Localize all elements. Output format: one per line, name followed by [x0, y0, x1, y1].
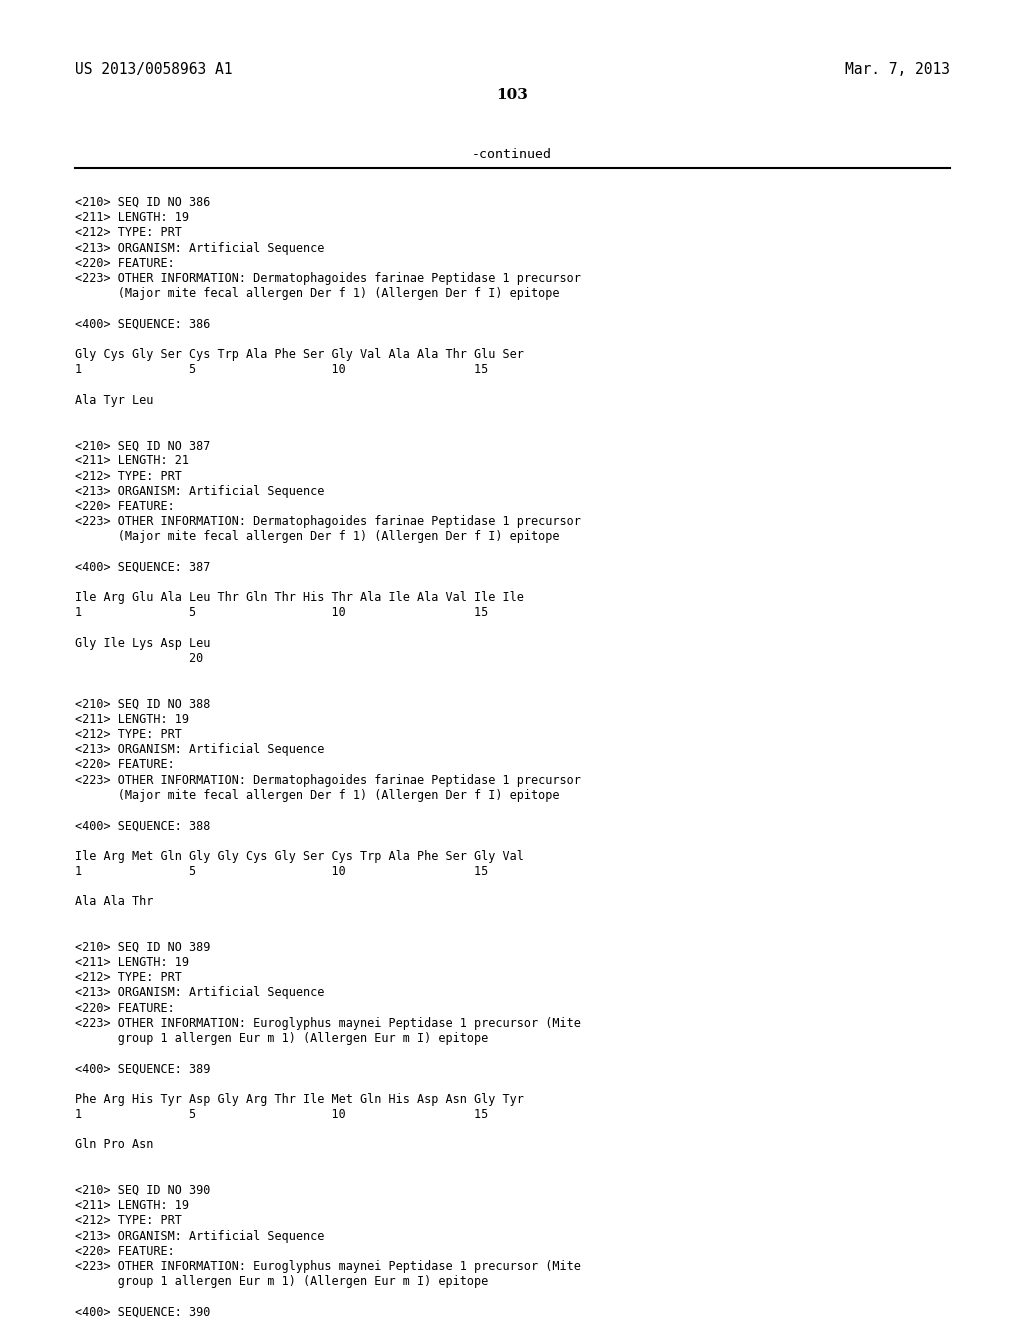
- Text: <400> SEQUENCE: 390: <400> SEQUENCE: 390: [75, 1305, 210, 1319]
- Text: Ile Arg Met Gln Gly Gly Cys Gly Ser Cys Trp Ala Phe Ser Gly Val: Ile Arg Met Gln Gly Gly Cys Gly Ser Cys …: [75, 850, 524, 862]
- Text: 1               5                   10                  15: 1 5 10 15: [75, 1107, 488, 1121]
- Text: 103: 103: [496, 88, 528, 102]
- Text: <220> FEATURE:: <220> FEATURE:: [75, 257, 175, 269]
- Text: <211> LENGTH: 19: <211> LENGTH: 19: [75, 211, 189, 224]
- Text: Ile Arg Glu Ala Leu Thr Gln Thr His Thr Ala Ile Ala Val Ile Ile: Ile Arg Glu Ala Leu Thr Gln Thr His Thr …: [75, 591, 524, 605]
- Text: <213> ORGANISM: Artificial Sequence: <213> ORGANISM: Artificial Sequence: [75, 484, 325, 498]
- Text: <400> SEQUENCE: 388: <400> SEQUENCE: 388: [75, 820, 210, 832]
- Text: <212> TYPE: PRT: <212> TYPE: PRT: [75, 470, 182, 483]
- Text: <223> OTHER INFORMATION: Dermatophagoides farinae Peptidase 1 precursor: <223> OTHER INFORMATION: Dermatophagoide…: [75, 774, 581, 787]
- Text: <211> LENGTH: 19: <211> LENGTH: 19: [75, 713, 189, 726]
- Text: <223> OTHER INFORMATION: Dermatophagoides farinae Peptidase 1 precursor: <223> OTHER INFORMATION: Dermatophagoide…: [75, 272, 581, 285]
- Text: Phe Arg His Tyr Asp Gly Arg Thr Ile Met Gln His Asp Asn Gly Tyr: Phe Arg His Tyr Asp Gly Arg Thr Ile Met …: [75, 1093, 524, 1106]
- Text: <212> TYPE: PRT: <212> TYPE: PRT: [75, 729, 182, 741]
- Text: <213> ORGANISM: Artificial Sequence: <213> ORGANISM: Artificial Sequence: [75, 743, 325, 756]
- Text: 1               5                   10                  15: 1 5 10 15: [75, 865, 488, 878]
- Text: <212> TYPE: PRT: <212> TYPE: PRT: [75, 1214, 182, 1228]
- Text: <220> FEATURE:: <220> FEATURE:: [75, 1002, 175, 1015]
- Text: <210> SEQ ID NO 389: <210> SEQ ID NO 389: [75, 941, 210, 954]
- Text: <400> SEQUENCE: 387: <400> SEQUENCE: 387: [75, 561, 210, 574]
- Text: <400> SEQUENCE: 386: <400> SEQUENCE: 386: [75, 318, 210, 330]
- Text: <220> FEATURE:: <220> FEATURE:: [75, 1245, 175, 1258]
- Text: <210> SEQ ID NO 386: <210> SEQ ID NO 386: [75, 195, 210, 209]
- Text: <211> LENGTH: 19: <211> LENGTH: 19: [75, 956, 189, 969]
- Text: -continued: -continued: [472, 148, 552, 161]
- Text: group 1 allergen Eur m 1) (Allergen Eur m I) epitope: group 1 allergen Eur m 1) (Allergen Eur …: [75, 1032, 488, 1045]
- Text: <220> FEATURE:: <220> FEATURE:: [75, 759, 175, 771]
- Text: <223> OTHER INFORMATION: Euroglyphus maynei Peptidase 1 precursor (Mite: <223> OTHER INFORMATION: Euroglyphus may…: [75, 1261, 581, 1272]
- Text: <220> FEATURE:: <220> FEATURE:: [75, 500, 175, 513]
- Text: <212> TYPE: PRT: <212> TYPE: PRT: [75, 227, 182, 239]
- Text: <213> ORGANISM: Artificial Sequence: <213> ORGANISM: Artificial Sequence: [75, 986, 325, 999]
- Text: <210> SEQ ID NO 388: <210> SEQ ID NO 388: [75, 697, 210, 710]
- Text: 20: 20: [75, 652, 203, 665]
- Text: Gly Ile Lys Asp Leu: Gly Ile Lys Asp Leu: [75, 636, 210, 649]
- Text: <210> SEQ ID NO 390: <210> SEQ ID NO 390: [75, 1184, 210, 1197]
- Text: (Major mite fecal allergen Der f 1) (Allergen Der f I) epitope: (Major mite fecal allergen Der f 1) (All…: [75, 789, 559, 801]
- Text: <210> SEQ ID NO 387: <210> SEQ ID NO 387: [75, 440, 210, 453]
- Text: Gly Cys Gly Ser Cys Trp Ala Phe Ser Gly Val Ala Ala Thr Glu Ser: Gly Cys Gly Ser Cys Trp Ala Phe Ser Gly …: [75, 348, 524, 360]
- Text: <211> LENGTH: 19: <211> LENGTH: 19: [75, 1199, 189, 1212]
- Text: <212> TYPE: PRT: <212> TYPE: PRT: [75, 972, 182, 985]
- Text: <223> OTHER INFORMATION: Euroglyphus maynei Peptidase 1 precursor (Mite: <223> OTHER INFORMATION: Euroglyphus may…: [75, 1016, 581, 1030]
- Text: Ala Ala Thr: Ala Ala Thr: [75, 895, 154, 908]
- Text: <213> ORGANISM: Artificial Sequence: <213> ORGANISM: Artificial Sequence: [75, 1230, 325, 1242]
- Text: group 1 allergen Eur m 1) (Allergen Eur m I) epitope: group 1 allergen Eur m 1) (Allergen Eur …: [75, 1275, 488, 1288]
- Text: 1               5                   10                  15: 1 5 10 15: [75, 363, 488, 376]
- Text: <400> SEQUENCE: 389: <400> SEQUENCE: 389: [75, 1063, 210, 1076]
- Text: <223> OTHER INFORMATION: Dermatophagoides farinae Peptidase 1 precursor: <223> OTHER INFORMATION: Dermatophagoide…: [75, 515, 581, 528]
- Text: Gln Pro Asn: Gln Pro Asn: [75, 1138, 154, 1151]
- Text: US 2013/0058963 A1: US 2013/0058963 A1: [75, 62, 232, 77]
- Text: 1               5                   10                  15: 1 5 10 15: [75, 606, 488, 619]
- Text: (Major mite fecal allergen Der f 1) (Allergen Der f I) epitope: (Major mite fecal allergen Der f 1) (All…: [75, 531, 559, 544]
- Text: <213> ORGANISM: Artificial Sequence: <213> ORGANISM: Artificial Sequence: [75, 242, 325, 255]
- Text: <211> LENGTH: 21: <211> LENGTH: 21: [75, 454, 189, 467]
- Text: Mar. 7, 2013: Mar. 7, 2013: [845, 62, 950, 77]
- Text: Ala Tyr Leu: Ala Tyr Leu: [75, 393, 154, 407]
- Text: (Major mite fecal allergen Der f 1) (Allergen Der f I) epitope: (Major mite fecal allergen Der f 1) (All…: [75, 288, 559, 300]
